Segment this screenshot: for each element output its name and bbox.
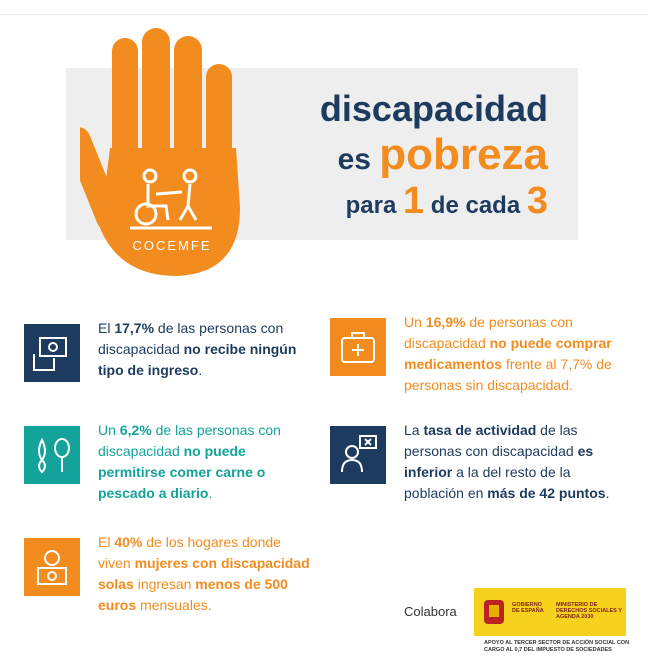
text-segment: de las personas con discapacidad — [98, 422, 281, 459]
item-text: La tasa de actividad de las personas con… — [404, 420, 619, 504]
text-segment: Un — [98, 422, 120, 438]
text-segment: a la del resto de la población en — [404, 464, 571, 501]
coat-of-arms — [484, 600, 504, 624]
title-word: 3 — [526, 180, 548, 222]
highlight: menos de 500 euros — [98, 576, 288, 613]
title-word: pobreza — [379, 130, 548, 179]
hand-logo: COCEMFE — [80, 28, 240, 276]
item-icon — [24, 538, 80, 596]
item-text: El 17,7% de las personas con discapacida… — [98, 318, 313, 381]
title-word: de cada — [430, 192, 521, 219]
highlight: más de 42 puntos — [487, 485, 606, 501]
text-segment: El — [98, 534, 115, 550]
title-word: para — [345, 192, 397, 219]
title-line: para 1 de cada 3 — [346, 180, 548, 223]
icon — [24, 324, 80, 382]
icon — [330, 426, 386, 484]
item-text: Un 6,2% de las personas con discapacidad… — [98, 420, 313, 504]
highlight: 6,2% — [119, 422, 152, 438]
item-icon — [330, 318, 386, 376]
support-note: APOYO AL TERCER SECTOR DE ACCIÓN SOCIAL … — [484, 640, 630, 653]
item-icon — [24, 426, 80, 484]
highlight: no puede permitirse comer carne o pescad… — [98, 443, 266, 501]
item-text: El 40% de los hogares donde viven mujere… — [98, 532, 313, 616]
icon — [24, 426, 80, 484]
text-segment: Un — [404, 314, 426, 330]
icon — [24, 538, 80, 596]
highlight: 40% — [114, 534, 143, 550]
title-line: es pobreza — [338, 130, 548, 180]
text-segment: . — [605, 485, 610, 501]
text-segment: de personas con discapacidad — [404, 314, 573, 351]
text-segment: El — [98, 320, 115, 336]
text-segment: ingresan — [133, 576, 196, 592]
item-text: Un 16,9% de personas con discapacidad no… — [404, 312, 619, 396]
logo-text: COCEMFE — [133, 238, 212, 253]
text-segment: mensuales. — [136, 597, 212, 613]
item-icon — [24, 324, 80, 382]
text-segment: de las personas con discapacidad — [404, 422, 578, 459]
item-icon — [330, 426, 386, 484]
text-segment: . — [198, 362, 203, 378]
collaborates-label: Colabora — [404, 604, 457, 619]
highlight: mujeres con discapacidad solas — [98, 555, 310, 592]
icon — [330, 318, 386, 376]
highlight: tasa de actividad — [423, 422, 537, 438]
text-segment: La — [404, 422, 424, 438]
ministry: MINISTERIO DE DERECHOS SOCIALES Y AGENDA… — [556, 602, 622, 620]
title-line: discapacidad — [319, 88, 548, 129]
highlight: 16,9% — [425, 314, 466, 330]
highlight: no recibe ningún tipo de ingreso — [98, 341, 297, 378]
government: GOBIERNO DE ESPAÑA — [512, 602, 544, 614]
text-segment: . — [208, 485, 213, 501]
highlight: no puede comprar medicamentos — [404, 335, 612, 372]
text-segment: de las personas con discapacidad — [98, 320, 284, 357]
highlight: 17,7% — [114, 320, 155, 336]
highlight: es inferior — [404, 443, 594, 480]
title-word: 1 — [402, 180, 425, 222]
text-segment: de los hogares donde viven — [98, 534, 281, 571]
title-word: es — [337, 143, 371, 176]
divider — [0, 14, 648, 15]
government-logo: GOBIERNO DE ESPAÑA MINISTERIO DE DERECHO… — [474, 588, 626, 636]
text-segment: frente al 7,7% de personas sin discapaci… — [404, 356, 612, 393]
